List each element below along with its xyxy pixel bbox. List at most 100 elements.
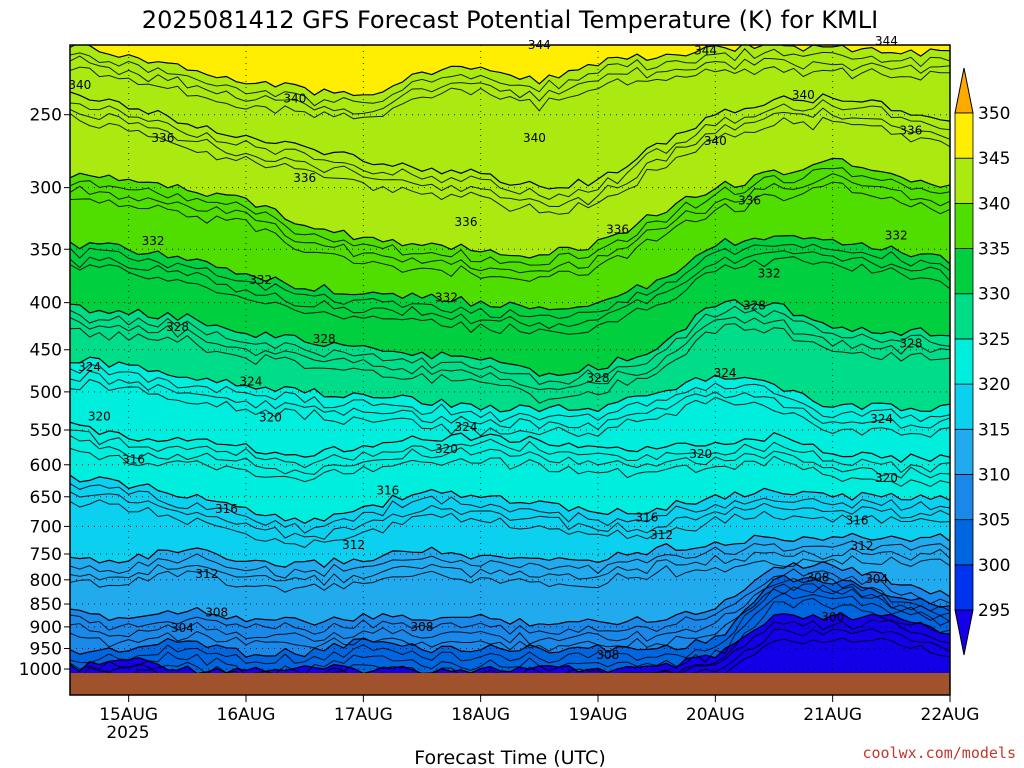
y-tick-label: 950 [30,640,62,660]
contour-label: 344 [694,44,717,58]
contour-label: 328 [743,299,766,313]
contour-312-sub1 [70,540,950,579]
y-tick-label: 750 [30,545,62,565]
x-tick-label: 20AUG [686,705,745,725]
contour-300-sub1 [84,619,950,673]
contour-336-sub2 [70,173,950,274]
contour-332 [70,234,950,311]
contour-label: 328 [166,320,189,334]
contour-344-sub3 [70,66,950,120]
contour-label: 320 [259,410,282,424]
colorbar-top-arrow [954,67,974,114]
contour-label: 320 [435,442,458,456]
contour-label: 304 [865,572,888,586]
colorbar-label: 325 [978,330,1010,350]
contour-label: 316 [215,502,238,516]
colorbar-swatch [954,519,974,566]
contour-label: 316 [846,514,869,528]
contour-316-sub3 [70,499,950,549]
plot-frame [69,44,951,696]
y-tick-label: 900 [30,618,62,638]
contour-332-sub1 [70,243,950,320]
y-tick-label: 500 [30,383,62,403]
contour-label: 336 [151,131,174,145]
contour-308-sub1 [70,568,950,635]
contour-label: 332 [142,234,165,248]
colorbar-swatch [954,202,974,249]
contour-308 [70,561,950,627]
contour-label: 312 [650,528,673,542]
colorbar-label: 340 [978,194,1010,214]
y-tick-label: 1000 [19,660,62,680]
contour-label: 336 [293,171,316,185]
contour-328-sub2 [70,316,950,391]
contour-label: 332 [249,273,272,287]
contour-lines [70,45,950,673]
contour-328-sub1 [70,305,950,386]
contour-label: 308 [205,605,228,619]
x-tick-label: 18AUG [451,705,510,725]
contour-340 [70,91,950,190]
contour-label: 308 [807,570,830,584]
contour-label: 340 [704,134,727,148]
contour-label: 312 [851,539,874,553]
contour-324-sub3 [70,378,950,438]
contour-label: 332 [758,267,781,281]
x-axis-title: Forecast Time (UTC) [414,747,605,768]
y-tick-label: 250 [30,106,62,126]
x-tick-label: 19AUG [569,705,628,725]
contour-332-sub2 [70,250,950,330]
contour-336-sub3 [70,181,950,282]
contour-label: 344 [875,34,898,48]
contour-label: 328 [313,332,336,346]
contour-328 [70,299,950,377]
contour-label: 336 [455,215,478,229]
contour-label: 300 [821,610,844,624]
surface-band [70,673,950,695]
contour-label: 324 [870,412,893,426]
contour-label: 324 [239,374,262,388]
contour-label: 340 [283,91,306,105]
colorbar-swatch [954,293,974,340]
contour-label: 324 [455,420,478,434]
contour-label: 308 [596,648,619,662]
contour-label: 332 [885,228,908,242]
colorbar-swatch [954,157,974,204]
contour-label: 328 [587,371,610,385]
contour-312-sub3 [70,555,950,593]
contour-324-sub1 [70,363,950,423]
y-tick-label: 650 [30,488,62,508]
contour-320 [70,421,950,463]
colorbar-swatch [954,248,974,295]
colorbar-swatch [954,383,974,430]
y-tick-label: 600 [30,456,62,476]
contour-316-sub2 [70,491,950,540]
x-tick-label: 22AUG [921,705,980,725]
contour-340-sub1 [70,99,950,200]
colorbar-swatch [954,564,974,611]
y-tick-label: 350 [30,240,62,260]
contour-label: 320 [689,447,712,461]
contour-316-sub1 [70,483,950,534]
x-tick-label: 16AUG [217,705,276,725]
contour-308-sub2 [70,576,950,645]
contour-label: 312 [342,538,365,552]
contour-320-sub1 [70,429,950,474]
contour-label: 340 [523,131,546,145]
colorbar-label: 335 [978,240,1010,260]
contour-324-sub2 [70,370,950,431]
contour-304-sub1 [70,583,950,665]
colorbar-swatch [954,338,974,385]
y-tick-label: 850 [30,595,62,615]
contour-label: 324 [78,360,101,374]
contour-316 [70,474,950,524]
contour-304 [70,574,950,658]
contour-344 [70,45,950,97]
contour-300 [70,613,950,673]
y-tick-label: 550 [30,421,62,441]
y-tick-label: 300 [30,179,62,199]
x-tick-label: 21AUG [803,705,862,725]
contour-label: 312 [195,567,218,581]
